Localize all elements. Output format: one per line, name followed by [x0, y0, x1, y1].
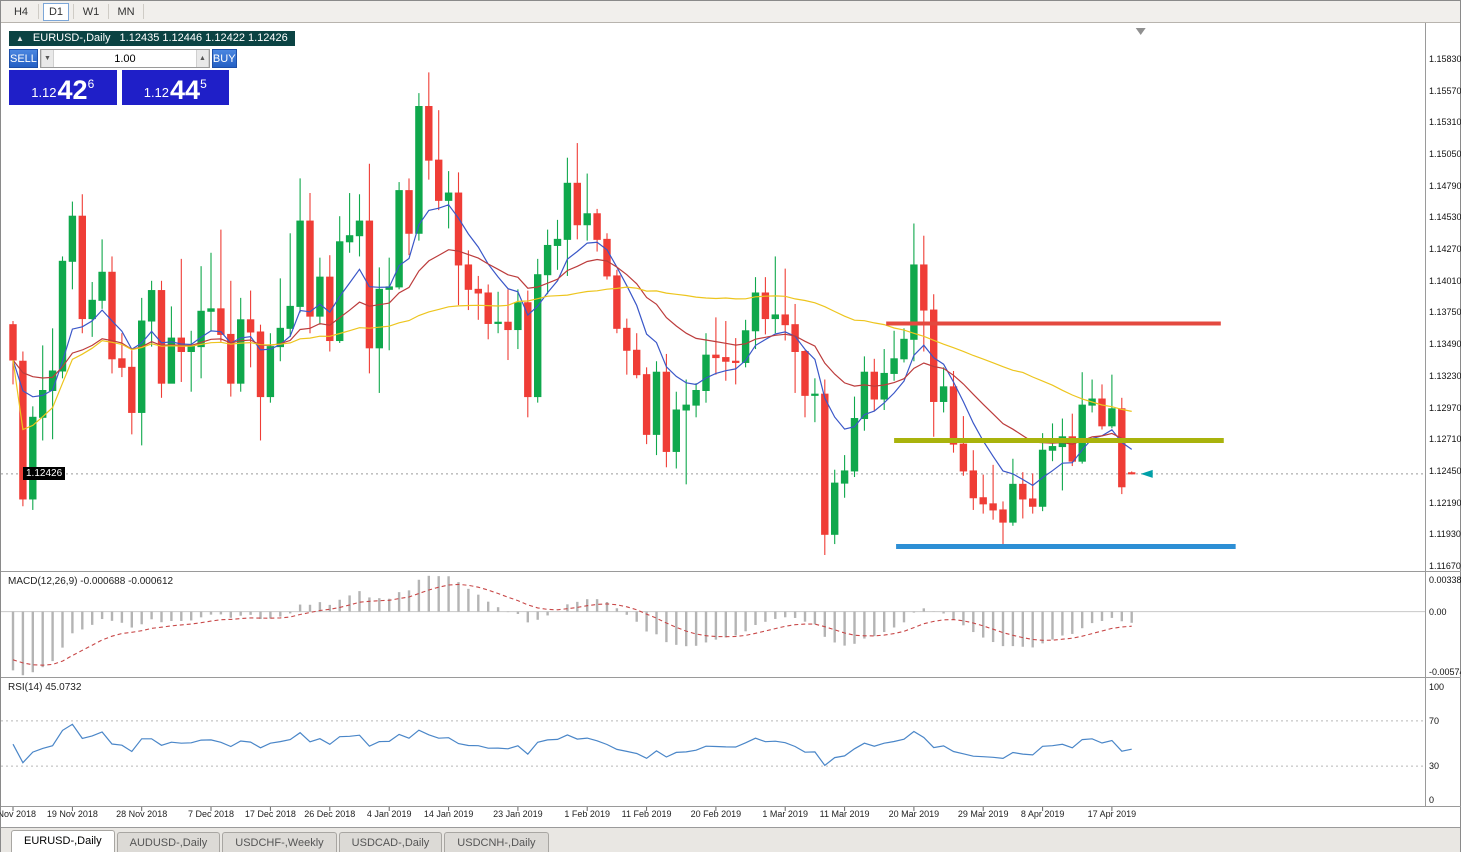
- timeframe-button-h4[interactable]: H4: [13, 5, 29, 18]
- date-axis-label: 26 Dec 2018: [304, 809, 356, 819]
- chart-tab-usdcad-daily[interactable]: USDCAD-,Daily: [338, 832, 443, 852]
- current-price-arrow-icon: [1140, 469, 1153, 478]
- volume-stepper: ▼ ▲: [39, 49, 210, 68]
- volume-decrease-icon[interactable]: ▼: [40, 50, 54, 67]
- price-scale-label: 1.12970: [1429, 402, 1461, 413]
- sell-price-big-digits: 42: [57, 75, 88, 105]
- chart-ohlc-values: 1.12435 1.12446 1.12422 1.12426: [119, 32, 288, 44]
- ma-line-fast: [12, 204, 1133, 487]
- collapse-arrow-icon[interactable]: ▲: [16, 33, 24, 43]
- macd-histogram: [11, 575, 1133, 676]
- rsi-line: [12, 723, 1132, 767]
- current-price-tag: 1.12426: [23, 467, 66, 480]
- panel-separator[interactable]: [1, 571, 1461, 572]
- buy-price-prefix: 1.12: [143, 85, 170, 100]
- price-scale-label: 1.14270: [1429, 244, 1461, 255]
- panel-separator[interactable]: [1, 677, 1461, 678]
- chart-tab-audusd-daily[interactable]: AUDUSD-,Daily: [116, 832, 221, 852]
- chart-title-bar: ▲ EURUSD-,Daily 1.12435 1.12446 1.12422 …: [9, 31, 295, 46]
- macd-signal-line: [12, 583, 1132, 666]
- date-axis-label: 19 Nov 2018: [46, 809, 98, 819]
- date-axis-label: 8 Apr 2019: [1020, 809, 1065, 819]
- toolbar-separator: [108, 4, 109, 19]
- chart-tab-eurusd-daily[interactable]: EURUSD-,Daily: [11, 830, 115, 852]
- date-axis-label: 23 Jan 2019: [493, 809, 543, 819]
- rsi-scale-label: 70: [1429, 715, 1440, 726]
- price-scale-label: 1.13490: [1429, 339, 1461, 350]
- chart-tabs-bar: EURUSD-,Daily AUDUSD-,Daily USDCHF-,Weekly…: [1, 827, 1460, 852]
- candlestick-series: [9, 72, 1136, 556]
- chart-tab-usdcnh-daily[interactable]: USDCNH-,Daily: [444, 832, 549, 852]
- date-axis-label: 17 Apr 2019: [1087, 809, 1137, 819]
- price-scale-label: 1.14010: [1429, 275, 1461, 286]
- date-axis-label: 1 Mar 2019: [762, 809, 808, 819]
- sell-price-prefix: 1.12: [31, 85, 57, 100]
- price-scale-label: 1.12450: [1429, 465, 1461, 476]
- date-axis-label: 14 Jan 2019: [423, 809, 474, 819]
- price-scale-label: 1.12190: [1429, 497, 1461, 508]
- rsi-indicator-label: RSI(14) 45.0732: [8, 682, 82, 693]
- panel-separator: [1, 806, 1461, 807]
- price-scale-label: 1.15310: [1429, 117, 1461, 128]
- volume-increase-icon[interactable]: ▲: [195, 50, 209, 67]
- date-axis-label: 4 Jan 2019: [366, 809, 412, 819]
- buy-button[interactable]: BUY: [211, 49, 237, 68]
- price-scale-label: 1.13230: [1429, 370, 1461, 381]
- price-scale-label: 1.13750: [1429, 307, 1461, 318]
- date-axis-label: 17 Dec 2018: [244, 809, 296, 819]
- timeframe-toolbar: H4 D1 W1 MN: [1, 1, 1460, 23]
- buy-price-pip-digit: 5: [200, 77, 207, 91]
- date-axis-label: 28 Nov 2018: [116, 809, 168, 819]
- price-scale-label: 1.15830: [1429, 53, 1461, 64]
- date-axis-label: 9 Nov 2018: [0, 809, 37, 819]
- toolbar-separator: [143, 4, 144, 19]
- macd-scale-label: 0.00: [1429, 606, 1447, 617]
- chart-shift-marker-icon: [1135, 28, 1146, 35]
- buy-price-display[interactable]: 1.12 44 5: [121, 70, 229, 105]
- macd-scale-label: -0.00574: [1429, 667, 1461, 677]
- price-scale-label: 1.15570: [1429, 85, 1461, 96]
- price-scale-label: 1.14790: [1429, 180, 1461, 191]
- price-scale-label: 1.15050: [1429, 149, 1461, 160]
- price-scale-label: 1.12710: [1429, 434, 1461, 445]
- timeframe-button-d1[interactable]: D1: [43, 2, 69, 21]
- buy-price-big-digits: 44: [170, 75, 201, 105]
- rsi-scale-label: 0: [1429, 795, 1435, 805]
- date-axis-label: 20 Feb 2019: [690, 809, 742, 819]
- price-scale-divider: [1425, 23, 1426, 807]
- chart-tab-usdchf-weekly[interactable]: USDCHF-,Weekly: [222, 832, 337, 852]
- chart-symbol-label: EURUSD-,Daily: [32, 32, 111, 44]
- date-axis-label: 29 Mar 2019: [957, 809, 1009, 819]
- one-click-trading-panel: SELL ▼ ▲ BUY 1.12 42 6 1.12 44 5: [9, 49, 237, 105]
- date-axis-label: 7 Dec 2018: [187, 809, 235, 819]
- date-axis-label: 11 Feb 2019: [621, 809, 672, 819]
- macd-indicator-label: MACD(12,26,9) -0.000688 -0.000612: [8, 576, 174, 587]
- date-axis-label: 11 Mar 2019: [819, 809, 870, 819]
- date-axis-label: 1 Feb 2019: [564, 809, 610, 819]
- timeframe-button-mn[interactable]: MN: [117, 5, 135, 18]
- rsi-scale-label: 100: [1429, 682, 1445, 692]
- price-scale-label: 1.11930: [1429, 529, 1461, 540]
- date-axis-label: 20 Mar 2019: [888, 809, 940, 819]
- rsi-scale-label: 30: [1429, 761, 1440, 772]
- ma-line-mid: [12, 249, 1132, 445]
- ma-line-slow: [12, 286, 1132, 431]
- macd-scale-label: 0.003386: [1429, 575, 1461, 585]
- timeframe-button-w1[interactable]: W1: [82, 5, 100, 18]
- volume-input[interactable]: [53, 50, 196, 67]
- sell-button[interactable]: SELL: [9, 49, 38, 68]
- sell-price-pip-digit: 6: [87, 77, 95, 91]
- price-scale-label: 1.14530: [1429, 212, 1461, 223]
- toolbar-separator: [38, 4, 39, 19]
- sell-price-display[interactable]: 1.12 42 6: [9, 70, 117, 105]
- toolbar-separator: [73, 4, 74, 19]
- price-scale-label: 1.11670: [1429, 561, 1461, 571]
